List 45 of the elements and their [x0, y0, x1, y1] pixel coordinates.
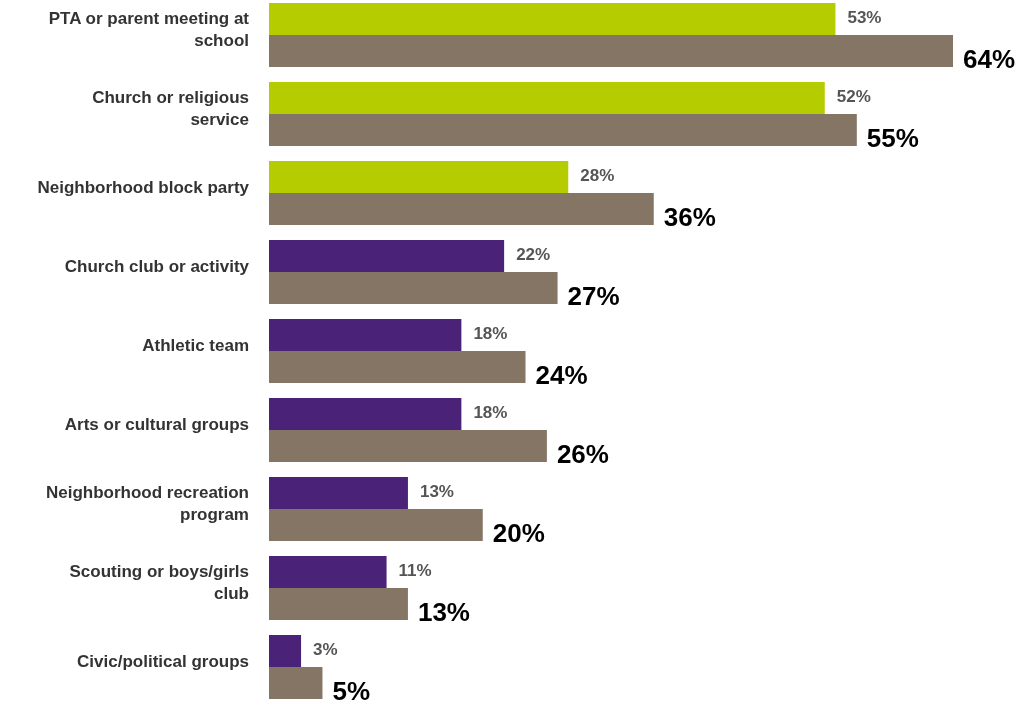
bar	[269, 556, 387, 588]
bar	[269, 240, 505, 272]
bar	[269, 272, 558, 304]
data-label: 55%	[866, 122, 919, 153]
bar	[269, 588, 408, 620]
data-label: 24%	[535, 359, 588, 390]
data-label: 22%	[516, 245, 551, 265]
y-tick-label: Scouting or boys/girls club	[69, 562, 249, 604]
bar	[269, 430, 547, 462]
bar	[269, 3, 836, 35]
bar	[269, 477, 408, 509]
y-tick-label: Neighborhood block party	[37, 178, 250, 198]
y-tick-label: PTA or parent meeting at school	[48, 9, 250, 51]
data-label: 13%	[417, 596, 470, 627]
bar	[269, 635, 302, 667]
data-label: 53%	[847, 8, 882, 28]
bar	[269, 351, 526, 383]
data-label: 11%	[398, 561, 432, 581]
bar	[269, 509, 483, 541]
y-tick-label: Church club or activity	[64, 257, 250, 277]
bar	[269, 161, 569, 193]
bar	[269, 667, 323, 699]
bar	[269, 398, 462, 430]
data-label: 52%	[836, 87, 871, 107]
data-label: 13%	[419, 482, 454, 502]
data-label: 28%	[580, 166, 615, 186]
data-label: 3%	[313, 640, 338, 660]
data-label: 36%	[663, 201, 716, 232]
data-label: 5%	[332, 675, 371, 702]
y-tick-label: Church or religious service	[92, 88, 249, 130]
data-label: 26%	[556, 438, 609, 469]
y-tick-label: Arts or cultural groups	[64, 415, 249, 435]
data-label: 64%	[963, 43, 1016, 74]
bar	[269, 82, 825, 114]
data-label: 18%	[473, 324, 508, 344]
y-tick-label: Athletic team	[142, 336, 249, 356]
data-label: 27%	[567, 280, 620, 311]
y-tick-label: Neighborhood recreation program	[45, 483, 249, 525]
y-tick-label: Civic/political groups	[77, 652, 249, 672]
data-label: 20%	[492, 517, 545, 548]
bar	[269, 193, 654, 225]
bar	[269, 319, 462, 351]
bar	[269, 35, 953, 67]
data-label: 18%	[473, 403, 508, 423]
bar	[269, 114, 857, 146]
